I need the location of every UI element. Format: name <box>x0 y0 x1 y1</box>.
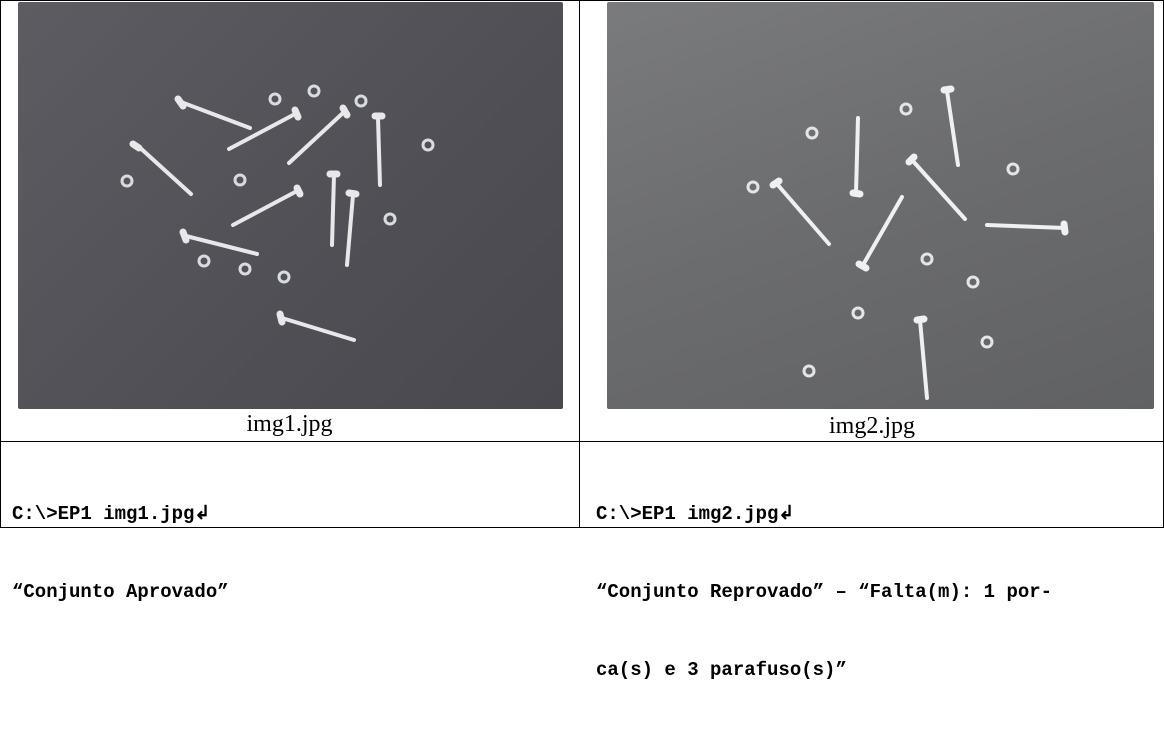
table-border-top <box>0 0 1164 1</box>
screw <box>985 223 1067 230</box>
nut <box>421 138 435 152</box>
screw <box>179 100 252 130</box>
screw <box>918 318 929 400</box>
screw <box>287 110 346 165</box>
screw <box>280 316 356 342</box>
screw <box>775 182 831 246</box>
img1-screws-and-nuts <box>120 84 435 342</box>
img1-photo <box>18 2 563 409</box>
table-divider-vertical <box>579 0 580 528</box>
img2-command-line: C:\>EP1 img2.jpg↲ <box>596 503 795 525</box>
nut <box>966 275 980 289</box>
nut <box>1006 162 1020 176</box>
screw <box>945 89 960 167</box>
nut <box>307 84 321 98</box>
nut <box>802 364 816 378</box>
nut <box>920 252 934 266</box>
nut <box>980 335 994 349</box>
nut <box>268 92 282 106</box>
figure-table: img1.jpg img2.jpg C:\>EP1 img1.jpg↲ “Con… <box>0 0 1164 681</box>
nut <box>805 126 819 140</box>
img1-result-line: “Conjunto Aprovado” <box>12 581 229 603</box>
nut <box>746 180 760 194</box>
nut <box>851 306 865 320</box>
screw <box>910 158 967 221</box>
nut <box>197 254 211 268</box>
img2-result-line-1: “Conjunto Reprovado” – “Falta(m): 1 por- <box>596 581 1053 603</box>
nut <box>277 270 291 284</box>
nut <box>383 212 397 226</box>
img2-caption: img2.jpg <box>828 413 915 439</box>
screw <box>135 143 193 196</box>
nut <box>899 102 913 116</box>
screw <box>227 112 297 151</box>
screw <box>184 234 259 256</box>
img2-photo <box>607 2 1154 409</box>
table-border-left <box>0 0 1 528</box>
screw <box>861 195 904 267</box>
img1-caption: img1.jpg <box>246 411 333 437</box>
screw <box>854 116 860 195</box>
screw <box>330 173 336 247</box>
img2-result-line-2: ca(s) e 3 parafuso(s)” <box>596 659 847 681</box>
nut <box>233 173 247 187</box>
nut <box>238 262 252 276</box>
nut <box>354 94 368 108</box>
screw <box>376 116 382 187</box>
nut <box>120 174 134 188</box>
img1-command-output: C:\>EP1 img1.jpg↲ “Conjunto Aprovado” <box>12 449 229 657</box>
img2-command-output: C:\>EP1 img2.jpg↲ “Conjunto Reprovado” –… <box>596 449 1052 735</box>
img1-command-line: C:\>EP1 img1.jpg↲ <box>12 503 211 525</box>
table-divider-horizontal <box>0 441 1164 442</box>
img2-screws-and-nuts <box>746 85 1069 400</box>
screw <box>345 193 355 267</box>
screw <box>231 189 299 227</box>
